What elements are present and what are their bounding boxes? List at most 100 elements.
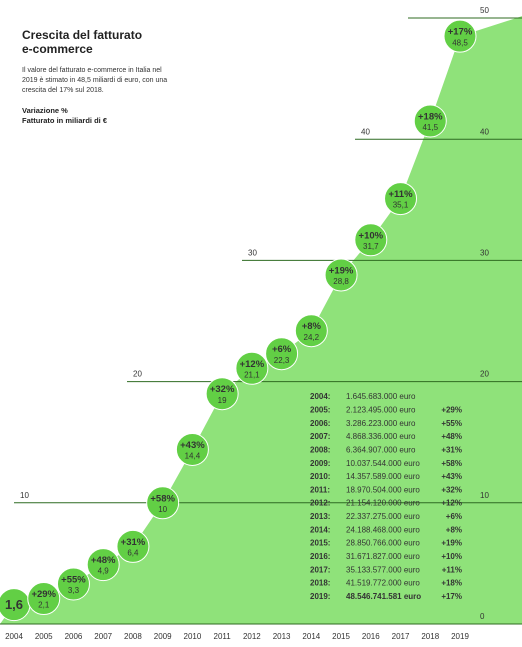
header: Crescita del fatturato e-commerce Il val…	[22, 28, 182, 126]
area	[0, 16, 522, 625]
x-tick-label: 2016	[362, 632, 380, 641]
change-label: +48%	[91, 555, 116, 566]
table-year: 2019:	[310, 592, 330, 601]
value-label: 31,7	[363, 242, 379, 251]
table-change: +10%	[441, 552, 462, 561]
table-change: +12%	[441, 499, 462, 508]
bubble	[116, 529, 150, 563]
table-year: 2017:	[310, 565, 330, 574]
table-amount: 10.037.544.000 euro	[346, 459, 420, 468]
table-change: +11%	[442, 565, 462, 574]
table-amount: 48.546.741.581 euro	[346, 592, 421, 601]
bubble	[27, 582, 61, 616]
change-label: +19%	[329, 265, 354, 276]
change-label: +43%	[180, 440, 205, 451]
table-amount: 1.645.683.000 euro	[346, 392, 416, 401]
change-label: +6%	[272, 344, 292, 355]
bubble	[235, 351, 269, 385]
table-change: +19%	[441, 539, 462, 548]
change-label: +32%	[210, 384, 235, 395]
value-label: 28,8	[333, 277, 349, 286]
change-label: +12%	[240, 359, 265, 370]
y-tick-label: 10	[480, 491, 489, 500]
value-label: 3,3	[68, 586, 80, 595]
value-label: 48,5	[452, 38, 468, 47]
x-tick-label: 2007	[94, 632, 112, 641]
change-label: +29%	[31, 589, 56, 600]
table-year: 2007:	[310, 432, 330, 441]
value-label: 35,1	[393, 201, 409, 210]
table-year: 2015:	[310, 539, 330, 548]
x-tick-label: 2013	[273, 632, 291, 641]
value-label: 1,6	[5, 597, 23, 612]
y-tick-label: 40	[480, 127, 489, 136]
table-amount: 35.133.577.000 euro	[346, 565, 420, 574]
bubble	[146, 486, 180, 520]
table-change: +17%	[441, 592, 462, 601]
x-tick-label: 2014	[302, 632, 320, 641]
change-label: +8%	[302, 321, 322, 332]
y-tick-label: 0	[480, 612, 485, 621]
table-amount: 21.154.120.000 euro	[346, 499, 420, 508]
bubble	[205, 377, 239, 411]
table-year: 2010:	[310, 472, 330, 481]
table-amount: 18.970.504.000 euro	[346, 485, 420, 494]
table-year: 2009:	[310, 459, 330, 468]
y-tick-label: 50	[480, 6, 489, 15]
table-amount: 41.519.772.000 euro	[346, 579, 420, 588]
bubble	[443, 19, 477, 53]
value-label: 10	[158, 505, 167, 514]
table-amount: 22.337.275.000 euro	[346, 512, 420, 521]
y-tick-label: 10	[20, 491, 29, 500]
value-label: 21,1	[244, 370, 260, 379]
value-label: 24,2	[304, 333, 320, 342]
bubble	[294, 314, 328, 348]
table-change: +18%	[441, 579, 462, 588]
table-amount: 3.286.223.000 euro	[346, 419, 416, 428]
table-year: 2006:	[310, 419, 330, 428]
table-change: +58%	[441, 459, 462, 468]
table-amount: 6.364.907.000 euro	[346, 445, 416, 454]
value-label: 14,4	[185, 452, 201, 461]
value-label: 22,3	[274, 356, 290, 365]
table-change: +6%	[446, 512, 462, 521]
x-tick-label: 2010	[184, 632, 202, 641]
table-change: +48%	[441, 432, 462, 441]
bubble	[265, 337, 299, 371]
change-label: +18%	[418, 112, 443, 123]
table-year: 2016:	[310, 552, 330, 561]
y-tick-label: 40	[361, 127, 370, 136]
table-change: +8%	[446, 525, 462, 534]
value-label: 41,5	[422, 123, 438, 132]
change-label: +17%	[448, 27, 473, 38]
y-tick-label: 30	[248, 249, 257, 258]
bubble	[354, 223, 388, 257]
table-amount: 14.357.589.000 euro	[346, 472, 420, 481]
x-tick-label: 2017	[392, 632, 410, 641]
bubble	[413, 104, 447, 138]
table-year: 2004:	[310, 392, 330, 401]
change-label: +55%	[61, 575, 86, 586]
table-year: 2012:	[310, 499, 330, 508]
change-label: +31%	[121, 537, 146, 548]
x-tick-label: 2012	[243, 632, 261, 641]
table-change: +29%	[441, 405, 462, 414]
x-tick-label: 2004	[5, 632, 23, 641]
x-tick-label: 2011	[214, 632, 232, 641]
value-label: 19	[218, 396, 227, 405]
y-tick-label: 20	[133, 370, 142, 379]
table-year: 2014:	[310, 525, 330, 534]
legend-change: Variazione %	[22, 106, 68, 115]
bubble	[175, 432, 209, 466]
bubble	[86, 548, 120, 582]
bubble	[324, 258, 358, 292]
table-year: 2013:	[310, 512, 330, 521]
x-tick-label: 2006	[65, 632, 83, 641]
x-tick-label: 2015	[332, 632, 350, 641]
table-amount: 31.671.827.000 euro	[346, 552, 420, 561]
subtitle: Il valore del fatturato e-commerce in It…	[22, 67, 168, 94]
legend-value: Fatturato in miliardi di €	[22, 116, 108, 125]
x-tick-label: 2008	[124, 632, 142, 641]
table-amount: 4.868.336.000 euro	[346, 432, 416, 441]
